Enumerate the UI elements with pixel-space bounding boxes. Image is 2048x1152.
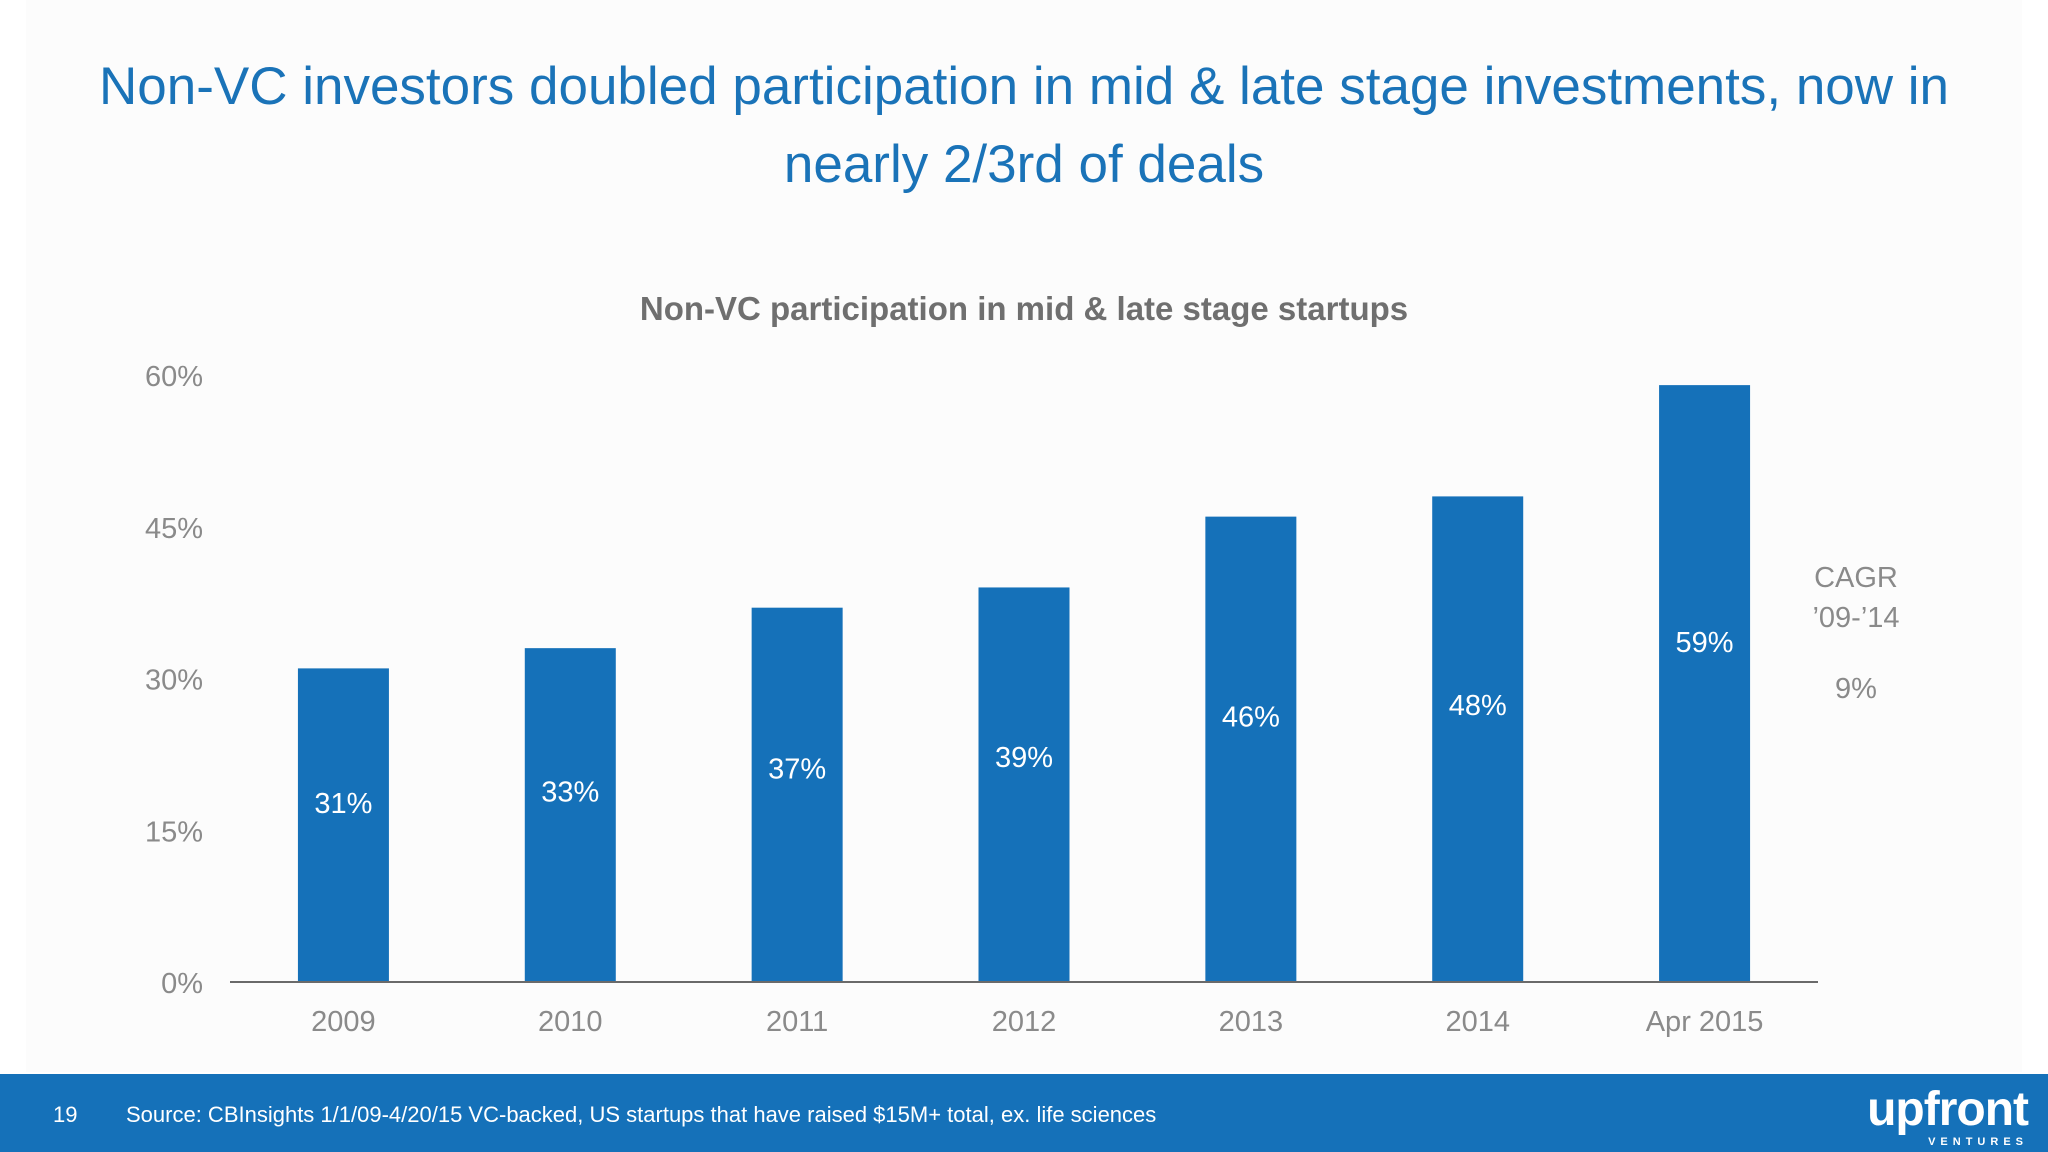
footer-bar	[0, 1074, 2048, 1152]
x-tick-label: Apr 2015	[1646, 1006, 1764, 1038]
x-tick-label: 2014	[1445, 1006, 1510, 1038]
y-tick-label: 60%	[145, 361, 203, 393]
cagr-value: 9%	[1835, 673, 1877, 705]
page-number: 19	[53, 1102, 78, 1127]
bar-2010	[524, 648, 616, 982]
bar-2014	[1432, 496, 1524, 982]
y-tick-label: 0%	[161, 968, 203, 1000]
chart-title: Non-VC participation in mid & late stage…	[640, 290, 1408, 327]
y-axis: 0% 15% 30% 45% 60%	[145, 361, 203, 1000]
slide-title: Non-VC investors doubled participation i…	[98, 57, 1950, 194]
bar-value-label: 33%	[541, 777, 599, 809]
cagr-annotation: CAGR ’09-’14 9%	[1812, 562, 1899, 705]
logo-wordmark: upfront	[1867, 1083, 2029, 1136]
x-tick-label: 2013	[1219, 1006, 1284, 1038]
bar-value-label: 31%	[314, 788, 372, 820]
upfront-ventures-logo: upfront VENTURES	[1828, 1083, 2029, 1149]
cagr-label: CAGR	[1814, 562, 1898, 594]
y-tick-label: 30%	[145, 665, 203, 697]
bar-2009	[297, 668, 389, 982]
bar-value-label: 59%	[1676, 627, 1734, 659]
y-tick-label: 45%	[145, 513, 203, 545]
bar-2012	[978, 587, 1070, 982]
bar-value-label: 37%	[768, 754, 826, 786]
y-tick-label: 15%	[145, 816, 203, 848]
bar-value-label: 46%	[1222, 702, 1280, 734]
x-tick-label: 2010	[538, 1006, 603, 1038]
cagr-period: ’09-’14	[1812, 602, 1899, 634]
x-tick-label: 2011	[766, 1006, 828, 1038]
bar-value-label: 39%	[995, 742, 1053, 774]
logo-subtext: VENTURES	[1928, 1136, 2028, 1148]
bars: 31% 33% 37% 39% 46% 48% 59%	[297, 385, 1751, 982]
bar-2013	[1205, 516, 1297, 982]
x-axis: 2009 2010 2011 2012 2013 2014 Apr 2015	[311, 1006, 1763, 1038]
source-note: Source: CBInsights 1/1/09-4/20/15 VC-bac…	[126, 1102, 1157, 1127]
bar-apr-2015	[1659, 385, 1751, 982]
x-tick-label: 2009	[311, 1006, 376, 1038]
bar-value-label: 48%	[1449, 690, 1507, 722]
x-tick-label: 2012	[992, 1006, 1057, 1038]
bar-2011	[751, 607, 843, 982]
